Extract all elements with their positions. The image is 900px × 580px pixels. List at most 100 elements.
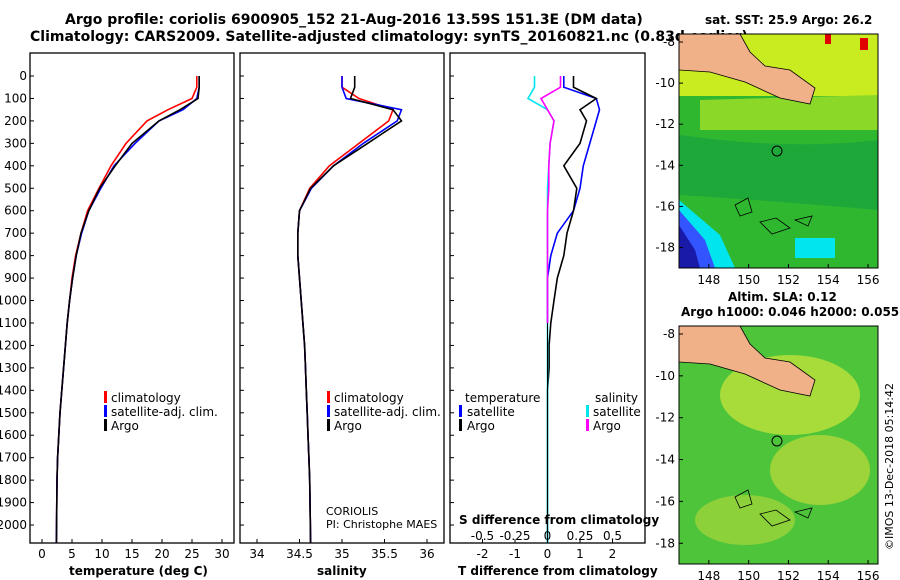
map-axes: 148 150 152 154 156 -8 -10 -12 -14 -16 -18 148 150 15… <box>655 35 879 580</box>
temperature-tick-label: 0 <box>38 547 46 561</box>
sst-lon-tick-label: 150 <box>737 273 760 287</box>
sla-lat-tick-label: -14 <box>655 453 675 467</box>
sla-lat-tick-label: -18 <box>655 536 675 550</box>
institution-note: CORIOLIS <box>326 505 378 518</box>
temperature-xlabel: temperature (deg C) <box>69 564 208 578</box>
series-layer <box>55 76 601 544</box>
s-difference-tick-label: 0.25 <box>567 529 594 543</box>
series-0-argo <box>55 76 200 544</box>
series-1-satellite-adj--clim- <box>296 76 403 544</box>
sst-map <box>678 33 879 269</box>
temperature-tick-label: 30 <box>214 547 229 561</box>
temperature-tick-label: 5 <box>68 547 76 561</box>
sla-lon-tick-label: 152 <box>777 569 800 580</box>
depth-tick-label: 600 <box>4 204 27 218</box>
difference-tick-label: 0 <box>544 547 552 561</box>
depth-tick-label: 1300 <box>0 361 27 375</box>
legend-label-climatology: climatology <box>334 391 404 405</box>
s-difference-tick-label: 0.5 <box>603 529 622 543</box>
sst-cold-patch <box>795 238 835 258</box>
salinity-tick-label: 34 <box>249 547 264 561</box>
legend-temperature-title: temperature <box>465 391 540 405</box>
sla-land-png <box>679 326 816 397</box>
temperature-tick-label: 20 <box>154 547 169 561</box>
sst-islands <box>734 197 813 235</box>
salinity-xlabel: salinity <box>317 564 367 578</box>
sla-map-subtitle: Argo h1000: 0.046 h2000: 0.055 <box>681 305 899 319</box>
sst-lon-tick-label: 154 <box>817 273 840 287</box>
depth-tick-label: 1800 <box>0 473 27 487</box>
s-difference-label: S difference from climatology <box>459 513 659 527</box>
depth-tick-label: 1500 <box>0 406 27 420</box>
legend-swatch-satellite <box>327 405 330 417</box>
legend-label-argo: Argo <box>334 419 362 433</box>
temperature-x-axis: 0 5 10 15 20 25 30 <box>38 539 230 561</box>
difference-tick-label: 1 <box>576 547 584 561</box>
imos-footer: ©IMOS 13-Dec-2018 05:14:42 <box>883 383 896 550</box>
depth-tick-label: 800 <box>4 249 27 263</box>
depth-tick-label: 500 <box>4 181 27 195</box>
temperature-tick-label: 15 <box>124 547 139 561</box>
legend-s-argo: Argo <box>593 419 621 433</box>
legend-swatch-climatology <box>327 391 330 403</box>
difference-tick-label: -1 <box>509 547 521 561</box>
sla-high-patch <box>770 435 870 505</box>
sst-lat-tick-label: -12 <box>655 117 675 131</box>
depth-tick-label: 1900 <box>0 496 27 510</box>
sst-argo-location-icon <box>771 145 783 157</box>
legend-salinity-title: salinity <box>595 391 638 405</box>
sst-map-title: sat. SST: 25.9 Argo: 26.2 <box>705 13 872 27</box>
sla-lat-tick-label: -12 <box>655 411 675 425</box>
sst-land-png <box>679 34 816 105</box>
temperature-tick-label: 10 <box>94 547 109 561</box>
legend-t-satellite: satellite <box>467 405 515 419</box>
sst-lat-tick-label: -16 <box>655 199 675 213</box>
sla-lat-tick-label: -10 <box>655 369 675 383</box>
sla-islands <box>734 489 813 527</box>
depth-tick-label: 1400 <box>0 383 27 397</box>
sst-coldest-corner <box>679 225 700 268</box>
difference-legend: temperature satellite Argo salinity sate… <box>459 391 641 433</box>
sst-lat-tick-label: -18 <box>655 241 675 255</box>
legend-label-satellite: satellite-adj. clim. <box>334 405 441 419</box>
depth-tick-label: 1200 <box>0 338 27 352</box>
header-line1: Argo profile: coriolis 6900905_152 21-Au… <box>65 12 643 28</box>
depth-tick-label: 400 <box>4 159 27 173</box>
salinity-tick-label: 35.5 <box>371 547 398 561</box>
legend-swatch-s-argo <box>586 419 589 431</box>
depth-tick-label: 1700 <box>0 451 27 465</box>
salinity-tick-label: 36 <box>419 547 434 561</box>
sla-argo-location-icon <box>771 435 783 447</box>
legend-swatch-climatology <box>104 391 107 403</box>
sla-lon-tick-label: 148 <box>697 569 720 580</box>
depth-tick-label: 1000 <box>0 294 27 308</box>
legend-swatch-t-argo <box>459 419 462 431</box>
series-3-argo <box>539 76 562 323</box>
legend-swatch-s-satellite <box>586 405 589 417</box>
sla-map-title: Altim. SLA: 0.12 <box>728 290 837 304</box>
series-0-climatology <box>55 76 198 544</box>
depth-tick-label: 1600 <box>0 428 27 442</box>
difference-tick-label: 2 <box>609 547 617 561</box>
difference-xlabel: T difference from climatology <box>458 564 658 578</box>
salinity-panel-frame <box>239 52 445 544</box>
temperature-panel-frame <box>29 52 235 544</box>
s-difference-tick-label: -0.5 <box>471 529 494 543</box>
legend-label-climatology: climatology <box>111 391 181 405</box>
temperature-legend: climatology satellite-adj. clim. Argo <box>104 391 218 433</box>
depth-tick-label: 900 <box>4 271 27 285</box>
salinity-tick-label: 35 <box>334 547 349 561</box>
sla-lon-tick-label: 150 <box>737 569 760 580</box>
sst-lat-tick-label: -14 <box>655 158 675 172</box>
depth-tick-label: 700 <box>4 226 27 240</box>
series-1-climatology <box>296 76 395 544</box>
sst-map-frame <box>678 33 879 269</box>
depth-tick-label: 300 <box>4 136 27 150</box>
sla-map-frame <box>678 325 879 565</box>
depth-axis: 0 100 200 300 400 500 600 700 800 900 1000 1100 1200… <box>0 69 454 532</box>
series-2-satellite <box>546 76 601 323</box>
sst-cool-band <box>679 135 878 210</box>
difference-tick-label: -2 <box>477 547 489 561</box>
pi-note: PI: Christophe MAES <box>326 518 437 531</box>
header-line2: Climatology: CARS2009. Satellite-adjuste… <box>30 29 748 45</box>
